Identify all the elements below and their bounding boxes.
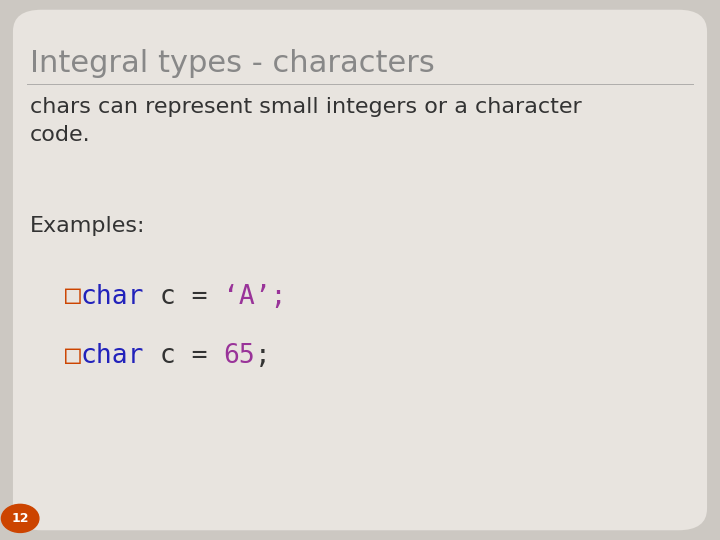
FancyBboxPatch shape	[13, 10, 707, 530]
Text: c =: c =	[144, 343, 223, 369]
Text: c =: c =	[144, 284, 223, 309]
Text: 65: 65	[223, 343, 255, 369]
Circle shape	[1, 504, 39, 532]
Text: ;: ;	[255, 343, 271, 369]
Text: char: char	[81, 343, 144, 369]
Text: ‘A’;: ‘A’;	[223, 284, 287, 309]
Text: □: □	[65, 343, 81, 369]
Text: Integral types - characters: Integral types - characters	[30, 49, 435, 78]
Text: chars can represent small integers or a character
code.: chars can represent small integers or a …	[30, 97, 582, 145]
Text: char: char	[81, 284, 144, 309]
Text: □: □	[65, 284, 81, 309]
Text: Examples:: Examples:	[30, 216, 145, 236]
Text: 12: 12	[12, 512, 29, 525]
